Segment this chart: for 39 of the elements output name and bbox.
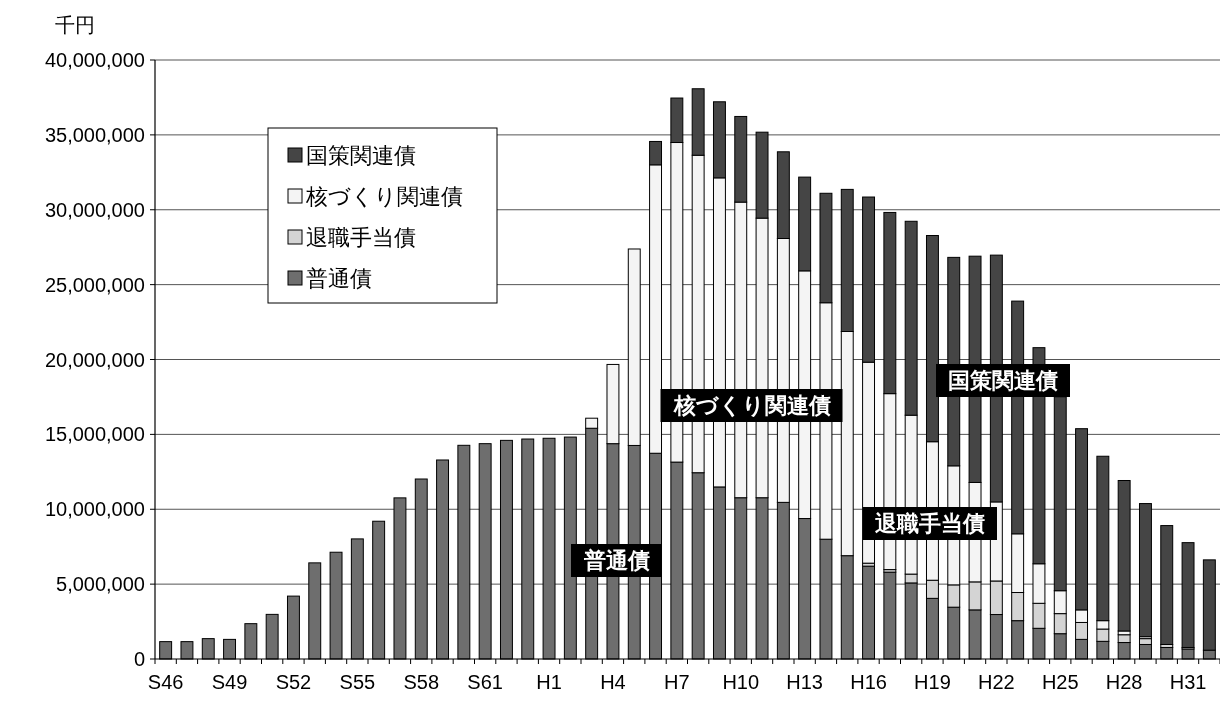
x-tick-label: H31 [1169,671,1207,693]
x-tick-label: H10 [722,671,760,693]
annotation: 国策関連債 [936,364,1070,397]
x-tick-label: S55 [339,671,376,693]
legend-label: 国策関連債 [306,143,416,168]
x-tick-label: H13 [786,671,823,693]
annotation: 退職手当債 [863,507,997,540]
y-tick-label: 0 [133,648,145,670]
annotation: 核づくり関連債 [672,393,831,418]
x-tick-label: H22 [978,671,1015,693]
x-tick-label: S46 [147,671,184,693]
x-tick-label: S52 [275,671,312,693]
x-tick-label: H16 [850,671,887,693]
annotation: 国策関連債 [948,368,1058,393]
x-tick-label: H25 [1041,671,1079,693]
annotation: 普通債 [571,544,662,577]
y-tick-label: 40,000,000 [44,49,145,71]
x-tick-label: H4 [600,671,626,693]
annotation: 普通債 [583,548,650,573]
x-tick-label: S58 [403,671,440,693]
y-tick-label: 15,000,000 [44,423,145,446]
y-tick-label: 30,000,000 [44,198,145,221]
x-tick-label: H7 [664,671,690,693]
legend-label: 核づくり関連債 [305,184,463,209]
legend-label: 退職手当債 [306,225,416,250]
y-tick-label: 20,000,000 [44,348,145,371]
y-tick-label: 5,000,000 [56,573,145,596]
annotation: 核づくり関連債 [660,389,843,422]
y-tick-label: 25,000,000 [44,273,145,296]
x-tick-label: H19 [914,671,951,693]
x-tick-label: H28 [1105,671,1143,693]
x-tick-label: H1 [536,671,562,693]
y-tick-label: 10,000,000 [44,498,145,521]
x-tick-label: S61 [467,671,503,693]
y-tick-label: 35,000,000 [44,123,145,146]
y-axis-title: 千円 [55,14,95,36]
x-tick-label: S49 [211,671,248,693]
annotation: 退職手当債 [875,511,985,536]
legend-label: 普通債 [306,266,372,291]
